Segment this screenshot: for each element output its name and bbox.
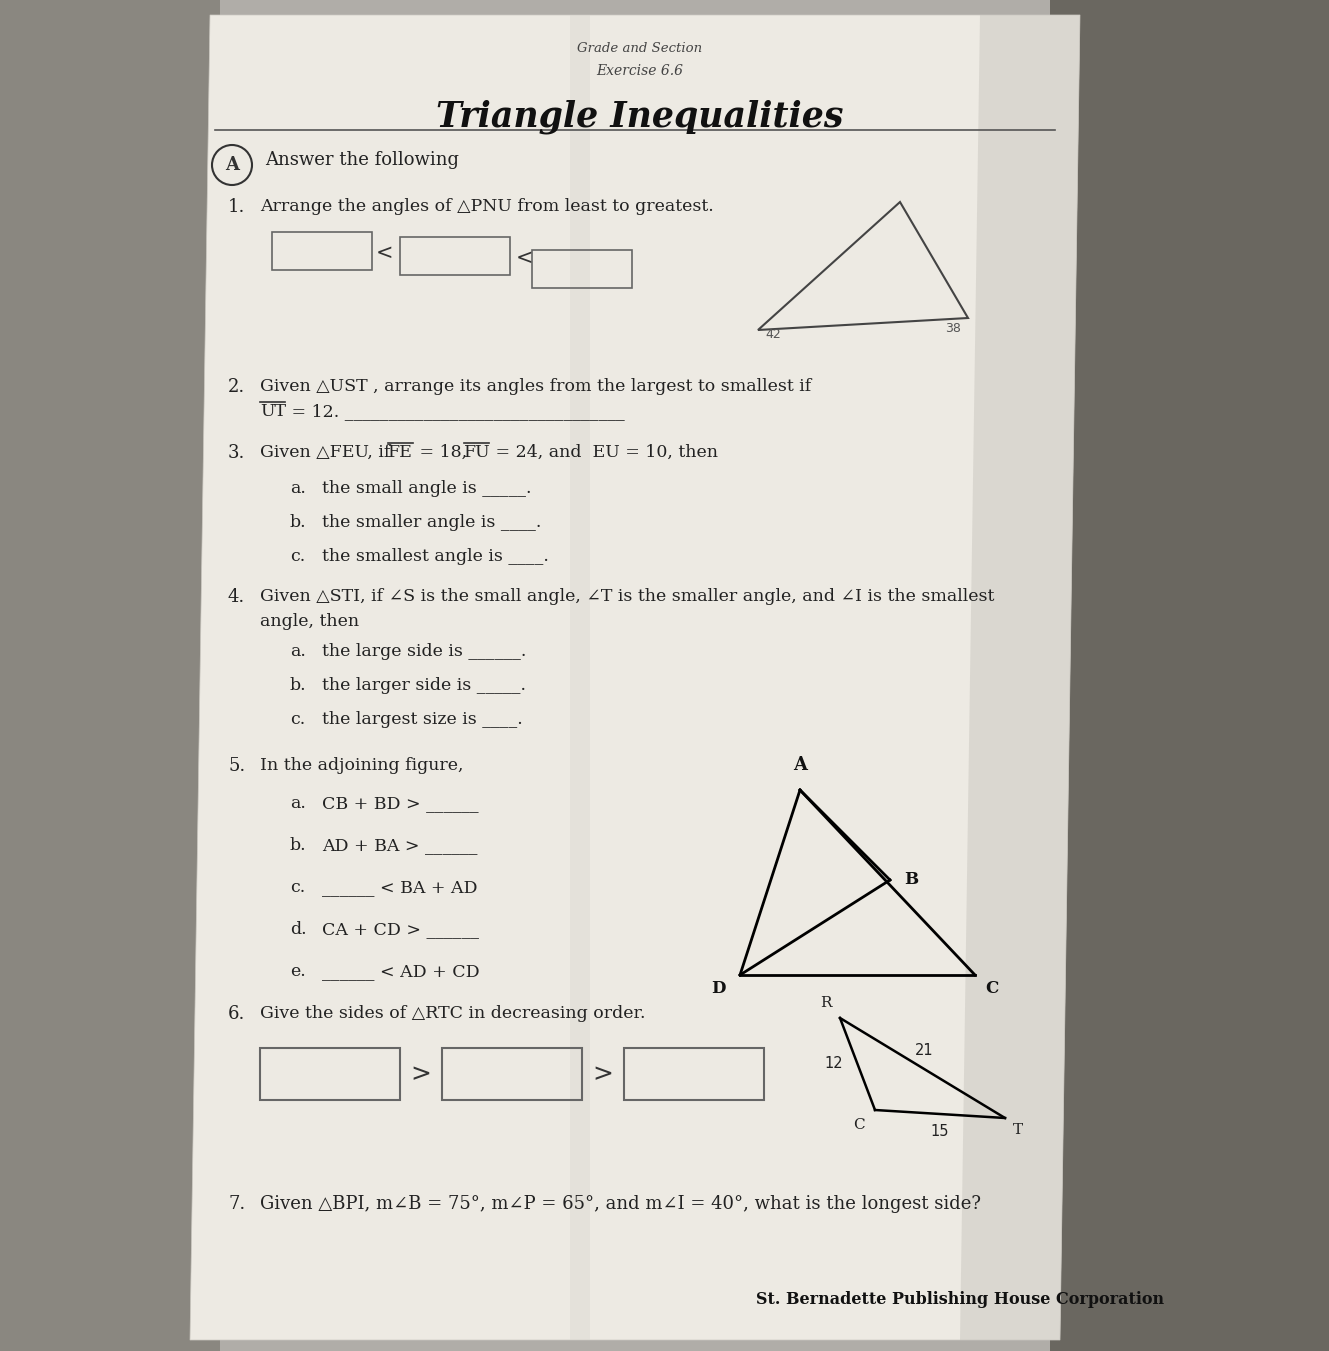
Polygon shape xyxy=(221,0,1050,1351)
Text: CB + BD > ______: CB + BD > ______ xyxy=(322,794,478,812)
Text: CA + CD > ______: CA + CD > ______ xyxy=(322,921,478,938)
Text: Arrange the angles of △PNU from least to greatest.: Arrange the angles of △PNU from least to… xyxy=(260,199,714,215)
Text: the larger side is _____.: the larger side is _____. xyxy=(322,677,526,694)
Text: FE: FE xyxy=(388,444,413,461)
Text: C: C xyxy=(853,1119,865,1132)
Text: UT: UT xyxy=(260,403,286,420)
Text: T: T xyxy=(1013,1123,1023,1138)
Bar xyxy=(443,1048,582,1100)
Text: the smallest angle is ____.: the smallest angle is ____. xyxy=(322,549,549,565)
Text: = 18,: = 18, xyxy=(415,444,478,461)
Text: A: A xyxy=(225,155,239,174)
Text: Exercise 6.6: Exercise 6.6 xyxy=(597,63,683,78)
Text: Triangle Inequalities: Triangle Inequalities xyxy=(436,100,844,135)
Text: St. Bernadette Publishing House Corporation: St. Bernadette Publishing House Corporat… xyxy=(756,1292,1164,1308)
Text: AD + BA > ______: AD + BA > ______ xyxy=(322,838,477,854)
Bar xyxy=(532,250,633,288)
Text: b.: b. xyxy=(290,838,307,854)
Text: c.: c. xyxy=(290,711,306,728)
Text: Give the sides of △RTC in decreasing order.: Give the sides of △RTC in decreasing ord… xyxy=(260,1005,646,1021)
Text: angle, then: angle, then xyxy=(260,613,359,630)
Text: 1.: 1. xyxy=(229,199,246,216)
Text: 2.: 2. xyxy=(229,378,246,396)
Bar xyxy=(260,1048,400,1100)
Text: 7.: 7. xyxy=(229,1196,246,1213)
Polygon shape xyxy=(0,0,221,1351)
Text: = 12. ________________________________: = 12. ________________________________ xyxy=(286,403,625,420)
Text: b.: b. xyxy=(290,677,307,694)
Text: 15: 15 xyxy=(930,1124,949,1139)
Text: Given △UST , arrange its angles from the largest to smallest if: Given △UST , arrange its angles from the… xyxy=(260,378,811,394)
Text: >: > xyxy=(593,1062,614,1086)
Text: B: B xyxy=(904,871,918,889)
Bar xyxy=(625,1048,764,1100)
Text: R: R xyxy=(820,996,832,1011)
Text: Given △STI, if ∠S is the small angle, ∠T is the smaller angle, and ∠I is the sma: Given △STI, if ∠S is the small angle, ∠T… xyxy=(260,588,994,605)
Polygon shape xyxy=(1050,0,1329,1351)
Text: ______ < BA + AD: ______ < BA + AD xyxy=(322,880,477,896)
Text: the smaller angle is ____.: the smaller angle is ____. xyxy=(322,513,541,531)
Text: 6.: 6. xyxy=(229,1005,246,1023)
Text: Grade and Section: Grade and Section xyxy=(577,42,703,55)
Text: Given △FEU, if: Given △FEU, if xyxy=(260,444,396,461)
Text: the large side is ______.: the large side is ______. xyxy=(322,643,526,661)
Text: a.: a. xyxy=(290,643,306,661)
Text: c.: c. xyxy=(290,880,306,896)
Text: C: C xyxy=(985,979,998,997)
Text: D: D xyxy=(711,979,726,997)
Text: e.: e. xyxy=(290,963,306,979)
Bar xyxy=(272,232,372,270)
Polygon shape xyxy=(190,15,1080,1340)
Text: a.: a. xyxy=(290,480,306,497)
Text: 42: 42 xyxy=(766,328,780,340)
Text: = 24, and  EU = 10, then: = 24, and EU = 10, then xyxy=(490,444,718,461)
Text: A: A xyxy=(793,757,807,774)
Text: 4.: 4. xyxy=(229,588,246,607)
Text: 12: 12 xyxy=(825,1056,844,1071)
Text: d.: d. xyxy=(290,921,307,938)
Text: 5.: 5. xyxy=(229,757,246,775)
Text: b.: b. xyxy=(290,513,307,531)
Text: the largest size is ____.: the largest size is ____. xyxy=(322,711,522,728)
Text: In the adjoining figure,: In the adjoining figure, xyxy=(260,757,464,774)
Text: c.: c. xyxy=(290,549,306,565)
Text: 3.: 3. xyxy=(229,444,246,462)
Text: FU: FU xyxy=(464,444,490,461)
Polygon shape xyxy=(960,15,1080,1340)
Text: the small angle is _____.: the small angle is _____. xyxy=(322,480,532,497)
Text: >: > xyxy=(411,1062,432,1086)
Text: <: < xyxy=(516,249,533,267)
Text: Given △BPI, m∠B = 75°, m∠P = 65°, and m∠I = 40°, what is the longest side?: Given △BPI, m∠B = 75°, m∠P = 65°, and m∠… xyxy=(260,1196,981,1213)
Text: a.: a. xyxy=(290,794,306,812)
Text: Answer the following: Answer the following xyxy=(264,151,459,169)
Bar xyxy=(400,236,510,276)
Text: <: < xyxy=(375,243,393,263)
Polygon shape xyxy=(570,15,590,1340)
Text: ______ < AD + CD: ______ < AD + CD xyxy=(322,963,480,979)
Text: 21: 21 xyxy=(916,1043,934,1058)
Text: 38: 38 xyxy=(945,322,961,335)
